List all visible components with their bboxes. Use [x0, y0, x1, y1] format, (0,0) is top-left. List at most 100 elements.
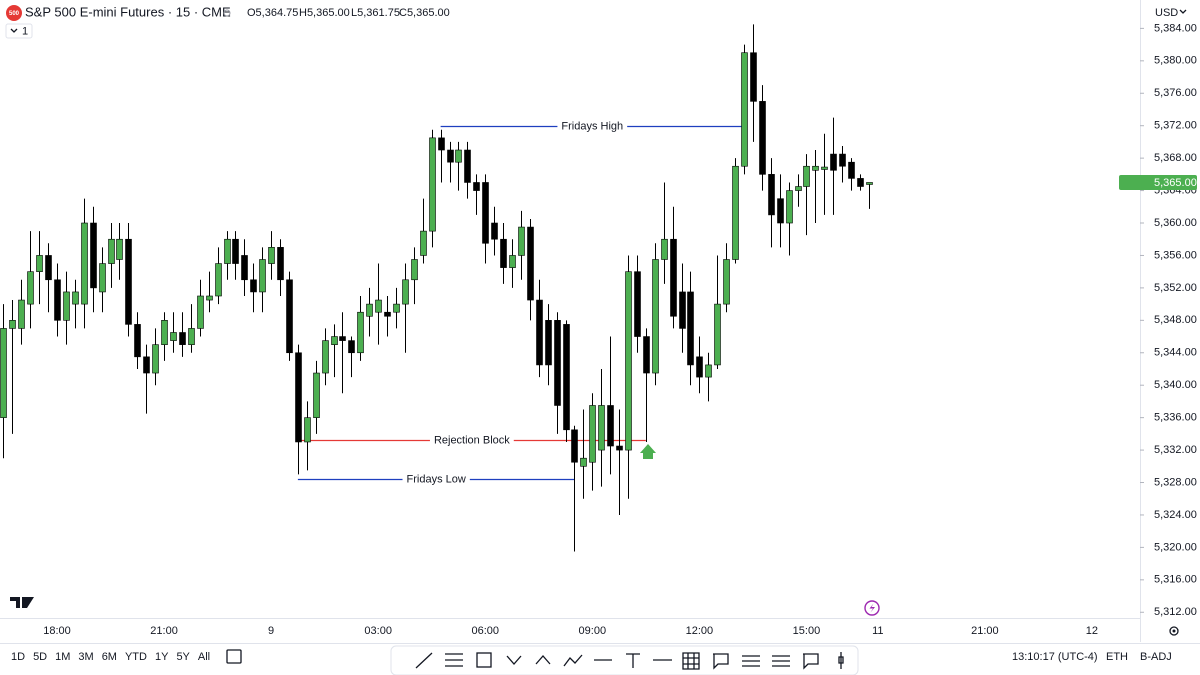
candle-body — [268, 247, 275, 264]
symbol-title[interactable]: S&P 500 E-mini Futures · 15 · CME — [25, 4, 231, 19]
note-tool[interactable] — [713, 653, 729, 670]
range-button[interactable]: YTD — [125, 651, 147, 663]
ohlc-low: L5,361.75 — [351, 7, 400, 19]
candle-body — [661, 238, 668, 260]
candle-body — [27, 271, 34, 305]
y-tick-label: 5,320.00 — [1154, 541, 1197, 553]
ohlc-high: H5,365.00 — [299, 7, 350, 19]
candle-body — [45, 255, 52, 281]
candle-body — [438, 137, 445, 151]
rect-tool[interactable] — [476, 652, 492, 668]
symbol-logo[interactable] — [6, 5, 22, 21]
grid-tool[interactable] — [682, 652, 700, 670]
candle-body — [866, 182, 873, 185]
callout-tool[interactable] — [803, 653, 819, 670]
adjust-toggle[interactable]: B-ADJ — [1140, 651, 1172, 663]
y-tick-label: 5,348.00 — [1154, 314, 1197, 326]
range-button[interactable]: 5D — [33, 651, 47, 663]
y-tick-label: 5,356.00 — [1154, 249, 1197, 261]
candle-body — [322, 340, 329, 374]
path-tool[interactable] — [563, 654, 583, 667]
currency[interactable]: USD — [1155, 7, 1178, 19]
candle-body — [857, 178, 864, 187]
range-button[interactable]: All — [198, 651, 210, 663]
status-dot — [223, 9, 231, 17]
date-range-icon[interactable] — [226, 649, 242, 664]
candle-body — [375, 299, 382, 313]
candle-body — [411, 259, 418, 281]
candle-body — [652, 259, 659, 374]
candle-body — [830, 153, 837, 171]
candle-body — [563, 324, 570, 431]
settings-icon[interactable] — [1169, 626, 1179, 636]
candle-body — [224, 238, 231, 264]
candle-body — [821, 166, 828, 170]
event-icon[interactable] — [864, 600, 880, 616]
candle-body — [750, 52, 757, 102]
candle-body — [714, 303, 721, 366]
candle-body — [197, 295, 204, 329]
position-tool-2[interactable] — [772, 655, 790, 667]
candle-tool[interactable] — [838, 652, 844, 669]
candle-body — [848, 161, 855, 179]
tv-logo[interactable] — [10, 597, 34, 608]
y-tick-label: 5,352.00 — [1154, 282, 1197, 294]
indicator-toggle[interactable] — [5, 23, 33, 39]
candle-body — [54, 279, 61, 321]
trendline-tool[interactable] — [415, 652, 433, 669]
candle-body — [134, 324, 141, 358]
candle-body — [429, 137, 436, 232]
position-tool[interactable] — [742, 655, 760, 667]
candle-body — [598, 405, 605, 451]
candle-body — [643, 336, 650, 374]
candle-body — [170, 332, 177, 341]
candle-body — [63, 291, 70, 321]
candle-body — [72, 291, 79, 305]
x-tick-label: 11 — [872, 625, 883, 637]
candle-body — [768, 174, 775, 216]
session-toggle[interactable]: ETH — [1106, 651, 1128, 663]
range-button[interactable]: 6M — [102, 651, 117, 663]
candle-body — [741, 52, 748, 167]
candle-body — [464, 149, 471, 183]
candle-body — [393, 303, 400, 313]
down-tool[interactable] — [506, 655, 522, 665]
last-price-label: 5,365.00 — [1154, 177, 1197, 189]
candle-body — [384, 311, 391, 317]
candle-body — [36, 255, 43, 272]
range-button[interactable]: 5Y — [176, 651, 190, 663]
range-button[interactable]: 1Y — [155, 651, 169, 663]
candle-body — [580, 457, 587, 467]
level-label: Fridays High — [561, 120, 623, 132]
range-button[interactable]: 3M — [78, 651, 93, 663]
fib-tool[interactable] — [445, 653, 463, 667]
range-button[interactable]: 1M — [55, 651, 70, 663]
indicator-count: 1 — [22, 25, 28, 37]
text-tool[interactable] — [626, 653, 640, 668]
y-tick-label: 5,372.00 — [1154, 120, 1197, 132]
candle-body — [795, 186, 802, 191]
candle-body — [679, 291, 686, 329]
candle-body — [215, 263, 222, 297]
range-button[interactable]: 1D — [11, 651, 25, 663]
candle-body — [518, 226, 525, 256]
up-tool[interactable] — [535, 655, 551, 665]
candle-body — [295, 352, 302, 443]
x-tick-label: 9 — [268, 625, 274, 637]
level-label-bg — [429, 433, 514, 448]
y-tick-label: 5,324.00 — [1154, 509, 1197, 521]
level-label-bg — [402, 472, 470, 487]
clock: 13:10:17 (UTC-4) — [1012, 651, 1098, 663]
candle-body — [473, 182, 480, 191]
candle-body — [607, 405, 614, 447]
candle-body — [241, 255, 248, 281]
y-tick-label: 5,380.00 — [1154, 55, 1197, 67]
up-arrow — [640, 444, 656, 459]
ohlc-open: O5,364.75 — [247, 7, 298, 19]
x-tick-label: 21:00 — [971, 625, 999, 637]
x-tick-label: 21:00 — [150, 625, 178, 637]
x-tick-label: 09:00 — [579, 625, 607, 637]
y-tick-label: 5,340.00 — [1154, 379, 1197, 391]
candle-body — [554, 320, 561, 406]
